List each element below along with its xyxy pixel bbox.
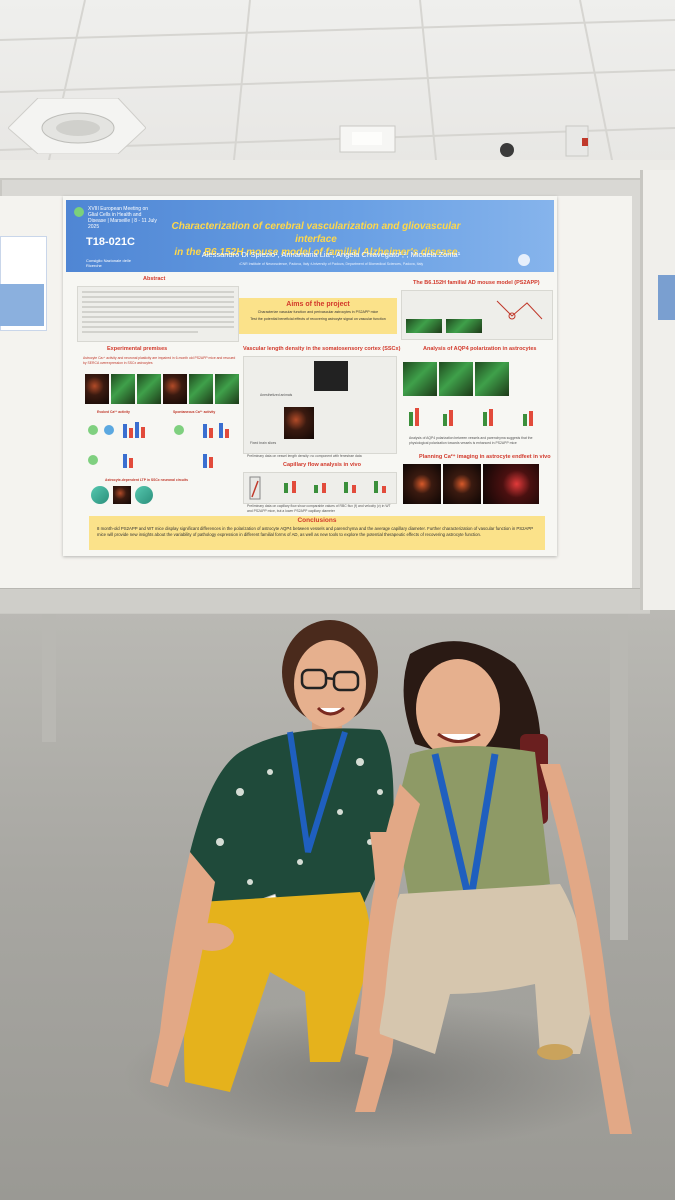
premises-image-2 [111, 374, 135, 404]
premises-subtitle: Astrocyte Ca²⁺ activity and neuronal pla… [83, 356, 236, 365]
ltp-image-1 [91, 486, 109, 504]
smile-left [316, 706, 345, 716]
aims-title: Aims of the project [286, 301, 350, 308]
institution-name: Consiglio Nazionale delle Ricerche [86, 258, 131, 268]
aqp4-image-2 [439, 362, 473, 396]
poster-header: XVIII European Meeting on Glial Cells in… [66, 200, 554, 272]
aqp4-title: Analysis of AQP4 polarization in astrocy… [423, 346, 537, 352]
floral-pattern [216, 758, 383, 885]
left-poster-band [0, 284, 44, 326]
adjacent-poster-board [640, 170, 675, 610]
capillary-charts [249, 476, 386, 500]
poster-affiliations: ¹CNR Institute of Neuroscience, Padova, … [238, 262, 424, 266]
evoked-label: Evoked Ca²⁺ activity [97, 410, 130, 414]
planning-title: Planning Ca²⁺ imaging in astrocyte endfe… [419, 454, 551, 460]
aqp4-text: Analysis of AQP4 polarization between ve… [409, 436, 533, 445]
poster-authors: Alessandro Di Spiezio¹, Annamaria Lia¹, … [201, 250, 461, 259]
adjacent-poster-edge [658, 275, 675, 320]
premises-image-6 [215, 374, 239, 404]
poster-title-line1: Characterization of cerebral vasculariza… [171, 221, 461, 245]
poster-title-line2: in the B6.152H mouse model of familial A… [174, 247, 458, 258]
face-left [294, 640, 366, 728]
capillary-title: Capillary flow analysis in vivo [283, 462, 361, 468]
face-right [416, 659, 500, 759]
vascular-figure: Anesthetized animals Fixed brain slices [243, 356, 397, 454]
fixed-label: Fixed brain slices [250, 441, 277, 445]
model-image-1 [406, 319, 442, 333]
planning-image-1 [403, 464, 441, 504]
vascular-prelim-text: Preliminary data on vessel length densit… [247, 454, 362, 458]
aqp4-image-3 [475, 362, 509, 396]
smile-right [437, 732, 481, 743]
poster-board-base [0, 588, 650, 613]
woman-right-green-shirt [355, 641, 632, 1134]
vascular-image-2 [284, 407, 314, 439]
premises-image-3 [137, 374, 161, 404]
glia-meeting-logo [74, 207, 84, 217]
model-title: The B6.152H familial AD mouse model (PS2… [413, 280, 540, 286]
panel-leg-left [42, 612, 56, 742]
planning-image-2 [443, 464, 481, 504]
beige-pants [377, 884, 590, 1054]
aqp4-image-1 [403, 362, 437, 396]
lanyard-left [287, 731, 348, 853]
glasses [300, 668, 360, 692]
scientific-poster: XVIII European Meeting on Glial Cells in… [63, 196, 557, 556]
conclusions-text: 8 month-old PS2APP and WT mice display s… [97, 526, 534, 537]
conclusions-box: Conclusions 8 month-old PS2APP and WT mi… [89, 516, 545, 550]
vascular-image-1 [314, 361, 348, 391]
ltp-label: Astrocyte-dependent LTP in SSCx neuronal… [105, 478, 188, 482]
spontaneous-label: Spontaneous Ca²⁺ activity [173, 410, 216, 414]
vascular-title: Vascular length density in the somatosen… [243, 346, 401, 352]
aqp4-charts [409, 408, 533, 426]
model-figure [401, 290, 553, 340]
premises-image-1 [85, 374, 109, 404]
aims-box: Aims of the project Characterize vascula… [239, 298, 397, 334]
model-image-2 [446, 319, 482, 333]
premises-image-4 [163, 374, 187, 404]
anesthetized-label: Anesthetized animals [260, 393, 293, 397]
capillary-prelim-text: Preliminary data on capillary flow show … [247, 504, 391, 513]
conclusions-title: Conclusions [297, 517, 337, 524]
university-logo [518, 254, 530, 266]
capillary-figure [243, 472, 397, 504]
ltp-image-2 [113, 486, 131, 504]
hand-on-knee [190, 923, 234, 951]
panel-leg-right [610, 600, 628, 940]
ceiling-speaker [8, 98, 146, 154]
green-shirt [395, 745, 550, 904]
abstract-title: Abstract [143, 276, 166, 282]
aims-line2: Test the potential beneficial effects of… [250, 317, 386, 321]
poster-code: T18-021C [86, 236, 135, 248]
model-schematic [496, 300, 543, 320]
ltp-image-3 [135, 486, 153, 504]
premises-charts [88, 422, 229, 468]
aims-line1: Characterize vascular function and periv… [257, 310, 379, 314]
sandal [537, 1044, 573, 1060]
right-arm-woman2 [540, 764, 632, 1134]
floral-top [190, 728, 394, 912]
abstract-text-lines [82, 291, 234, 333]
premises-image-5 [189, 374, 213, 404]
left-arm-woman1 [150, 852, 215, 1087]
planning-image-3 [483, 464, 539, 504]
poster-title: Characterization of cerebral vasculariza… [156, 220, 476, 259]
meeting-name: XVIII European Meeting on Glial Cells in… [88, 206, 157, 230]
left-arm-woman2 [355, 784, 420, 1059]
abstract-text-block [77, 286, 239, 342]
premises-title: Experimental premises [107, 346, 168, 352]
